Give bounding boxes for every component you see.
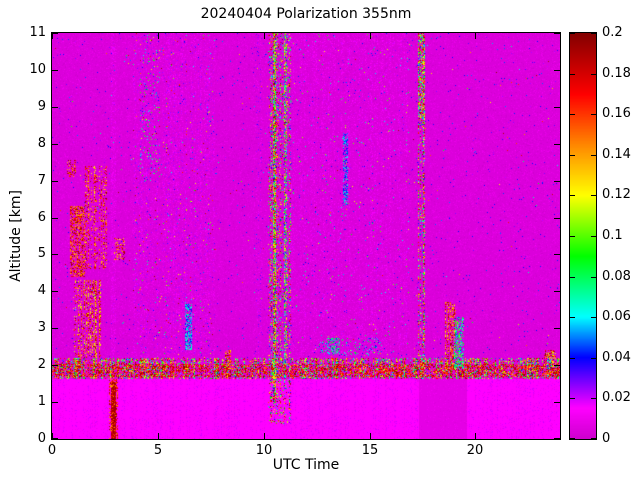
tick-mark	[52, 107, 58, 108]
colorbar-tick-label: 0.14	[602, 147, 631, 162]
tick-mark	[52, 291, 58, 292]
tick-mark	[52, 144, 58, 145]
tick-mark	[570, 438, 575, 439]
tick-mark	[52, 365, 58, 366]
y-tick-label: 8	[37, 136, 46, 151]
y-tick-label: 6	[37, 210, 46, 225]
y-axis-tick-labels: 0 1 2 3 4 5 6 7 8 9 10 11	[18, 25, 46, 446]
tick-mark	[570, 33, 575, 34]
tick-mark	[475, 33, 476, 39]
tick-mark	[591, 277, 596, 278]
tick-mark	[52, 438, 58, 439]
tick-mark	[158, 433, 159, 439]
tick-mark	[554, 70, 560, 71]
y-tick-label: 10	[29, 62, 46, 77]
colorbar-tick-label: 0.18	[602, 66, 631, 81]
colorbar-tick-label: 0.12	[602, 187, 631, 202]
y-tick-label: 4	[37, 283, 46, 298]
tick-mark	[591, 438, 596, 439]
tick-mark	[52, 433, 53, 439]
tick-mark	[370, 433, 371, 439]
tick-mark	[591, 358, 596, 359]
chart-title: 20240404 Polarization 355nm	[200, 6, 412, 22]
tick-mark	[158, 33, 159, 39]
tick-mark	[570, 277, 575, 278]
colorbar-tick-label: 0	[602, 431, 611, 446]
colorbar-tick-label: 0.2	[602, 25, 623, 40]
colorbar-tick-labels: 0 0.02 0.04 0.06 0.08 0.1 0.12 0.14 0.16 0.18 0.2	[602, 25, 640, 446]
y-tick-label: 1	[37, 394, 46, 409]
tick-mark	[591, 33, 596, 34]
tick-mark	[475, 433, 476, 439]
tick-mark	[554, 291, 560, 292]
x-tick-label: 20	[466, 443, 484, 458]
tick-mark	[52, 328, 58, 329]
tick-mark	[52, 218, 58, 219]
x-tick-label: 0	[47, 443, 57, 458]
tick-mark	[554, 402, 560, 403]
y-tick-label: 5	[37, 246, 46, 261]
y-tick-label: 7	[37, 173, 46, 188]
tick-mark	[554, 144, 560, 145]
y-tick-label: 2	[37, 357, 46, 372]
y-tick-label: 3	[37, 320, 46, 335]
tick-mark	[570, 114, 575, 115]
tick-mark	[52, 33, 53, 39]
colorbar-tick-label: 0.06	[602, 309, 631, 324]
tick-mark	[591, 74, 596, 75]
tick-mark	[52, 254, 58, 255]
y-tick-label: 9	[37, 99, 46, 114]
tick-mark	[554, 438, 560, 439]
tick-mark	[570, 74, 575, 75]
tick-mark	[554, 33, 560, 34]
tick-mark	[52, 402, 58, 403]
tick-mark	[591, 195, 596, 196]
tick-mark	[52, 70, 58, 71]
colorbar-tick-label: 0.08	[602, 269, 631, 284]
tick-mark	[570, 236, 575, 237]
tick-mark	[591, 155, 596, 156]
tick-mark	[52, 181, 58, 182]
tick-mark	[554, 365, 560, 366]
tick-mark	[554, 107, 560, 108]
tick-mark	[370, 33, 371, 39]
x-axis-label: UTC Time	[272, 457, 340, 473]
x-tick-label: 5	[153, 443, 163, 458]
tick-mark	[570, 317, 575, 318]
tick-mark	[554, 254, 560, 255]
y-tick-label: 0	[37, 431, 46, 446]
heatmap-canvas	[52, 33, 560, 439]
colorbar-tick-label: 0.02	[602, 390, 631, 405]
colorbar-tick-label: 0.16	[602, 106, 631, 121]
colorbar-tick-label: 0.1	[602, 228, 623, 243]
tick-mark	[264, 33, 265, 39]
tick-mark	[554, 218, 560, 219]
tick-mark	[591, 398, 596, 399]
tick-mark	[264, 433, 265, 439]
colorbar-tick-label: 0.04	[602, 350, 631, 365]
plot-area	[51, 32, 561, 440]
x-axis-tick-labels: 0 5 10 15 20	[48, 443, 560, 459]
tick-mark	[591, 236, 596, 237]
tick-mark	[570, 195, 575, 196]
x-tick-label: 10	[255, 443, 273, 458]
colorbar	[569, 32, 597, 440]
tick-mark	[554, 328, 560, 329]
x-tick-label: 15	[361, 443, 379, 458]
tick-mark	[52, 33, 58, 34]
tick-mark	[591, 114, 596, 115]
y-tick-label: 11	[29, 25, 46, 40]
tick-mark	[570, 358, 575, 359]
tick-mark	[554, 181, 560, 182]
tick-mark	[591, 317, 596, 318]
tick-mark	[570, 155, 575, 156]
tick-mark	[570, 398, 575, 399]
